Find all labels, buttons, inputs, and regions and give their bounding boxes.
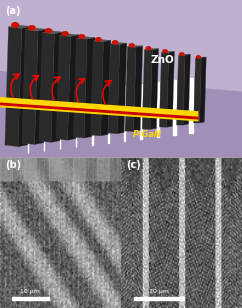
Polygon shape (68, 35, 79, 140)
Polygon shape (134, 46, 143, 132)
Bar (140, 84, 142, 139)
Circle shape (163, 50, 167, 53)
Bar (0, 158, 12, 180)
Circle shape (12, 23, 18, 27)
Text: ZnO: ZnO (150, 55, 174, 65)
Bar (12, 297, 49, 301)
Text: 20 μm: 20 μm (149, 289, 169, 294)
Circle shape (146, 47, 151, 50)
Text: (a): (a) (5, 6, 20, 16)
Bar (24, 158, 37, 180)
Polygon shape (142, 50, 152, 129)
Polygon shape (74, 38, 87, 138)
Circle shape (45, 29, 52, 33)
Polygon shape (42, 31, 63, 34)
Polygon shape (60, 34, 79, 36)
Bar (73, 158, 85, 180)
Polygon shape (18, 26, 31, 147)
Polygon shape (166, 51, 174, 127)
Polygon shape (183, 54, 190, 125)
Polygon shape (56, 35, 71, 140)
Circle shape (113, 41, 118, 44)
Polygon shape (0, 71, 242, 158)
Polygon shape (108, 44, 120, 134)
Polygon shape (128, 45, 143, 47)
Polygon shape (93, 39, 111, 42)
Polygon shape (110, 43, 127, 45)
Polygon shape (39, 32, 54, 142)
Polygon shape (117, 43, 127, 134)
Bar (97, 158, 109, 180)
Bar (0, 158, 121, 180)
Polygon shape (8, 25, 31, 28)
Polygon shape (35, 29, 47, 144)
Polygon shape (5, 27, 22, 147)
Circle shape (96, 38, 101, 41)
Polygon shape (176, 55, 185, 125)
Polygon shape (91, 41, 103, 136)
Circle shape (62, 32, 68, 36)
Bar (134, 297, 184, 301)
Polygon shape (161, 51, 174, 53)
Polygon shape (22, 30, 38, 144)
Bar (189, 78, 193, 133)
Bar (157, 82, 159, 137)
Polygon shape (51, 32, 63, 142)
Circle shape (197, 56, 200, 58)
Polygon shape (101, 40, 111, 136)
Circle shape (79, 35, 85, 38)
Bar (173, 80, 176, 135)
Polygon shape (178, 54, 190, 55)
Polygon shape (150, 49, 159, 129)
Text: (b): (b) (5, 160, 21, 170)
Polygon shape (196, 57, 206, 58)
Polygon shape (194, 58, 201, 123)
Bar (108, 88, 109, 143)
Polygon shape (25, 28, 47, 31)
Circle shape (129, 44, 134, 47)
Text: 10 μm: 10 μm (20, 289, 40, 294)
Polygon shape (76, 37, 95, 39)
Polygon shape (159, 52, 169, 127)
Bar (124, 86, 125, 141)
Polygon shape (144, 48, 159, 50)
Polygon shape (0, 97, 198, 121)
Polygon shape (125, 47, 136, 132)
Polygon shape (200, 57, 206, 123)
Text: P-GaN: P-GaN (133, 130, 162, 139)
Circle shape (180, 53, 184, 55)
Polygon shape (0, 103, 198, 120)
Bar (49, 158, 61, 180)
Circle shape (29, 26, 35, 30)
Polygon shape (84, 38, 95, 138)
Text: (c): (c) (126, 160, 141, 170)
